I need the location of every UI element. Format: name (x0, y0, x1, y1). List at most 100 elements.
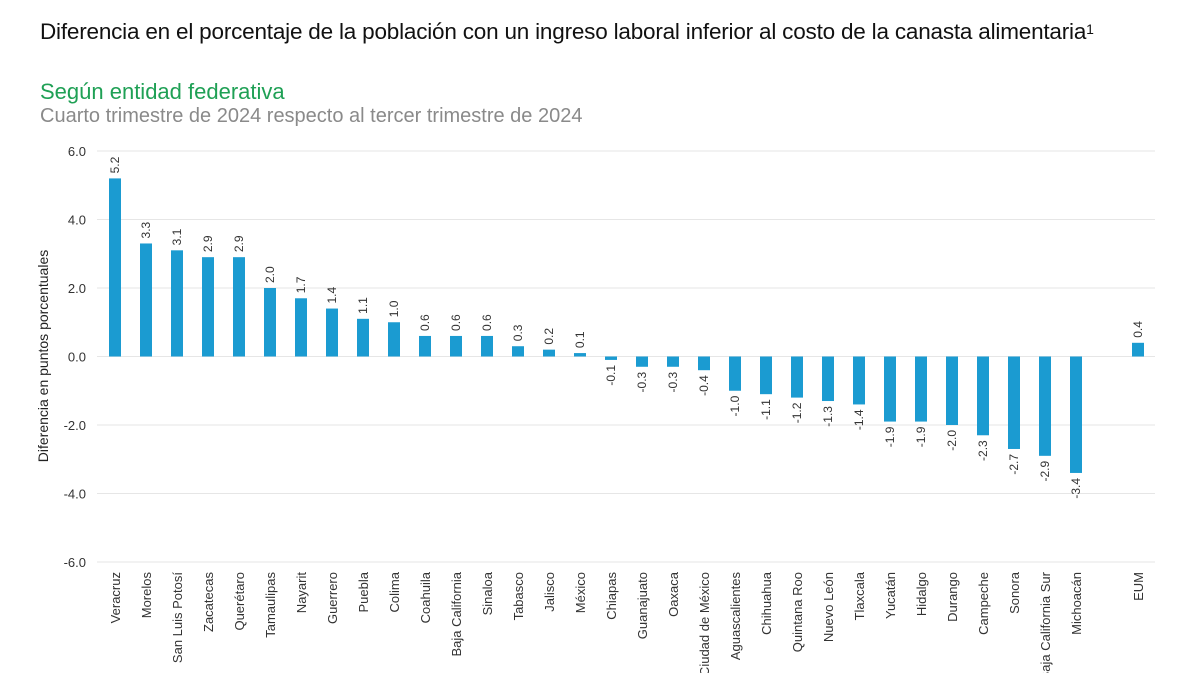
data-label: -2.7 (1007, 454, 1021, 475)
bar (1008, 356, 1020, 449)
data-label: 3.1 (170, 228, 184, 245)
x-tick-label: Zacatecas (201, 572, 216, 632)
bar (1132, 342, 1144, 357)
x-axis: Veracruz Morelos San Luis Potosí Zacatecas Q… (108, 571, 1146, 673)
bar (202, 257, 214, 357)
bar (729, 356, 741, 391)
x-tick-label: Campeche (976, 572, 991, 635)
data-label: 0.3 (511, 324, 525, 341)
x-tick-label: San Luis Potosí (170, 572, 185, 663)
data-label: 0.6 (418, 314, 432, 331)
x-tick-label: Quintana Roo (790, 572, 805, 652)
y-tick-label: -2.0 (64, 418, 86, 433)
bar (605, 356, 617, 360)
data-label: 5.2 (108, 156, 122, 173)
x-tick-label: Puebla (356, 571, 371, 612)
bar (698, 356, 710, 371)
data-label: -1.3 (821, 406, 835, 427)
data-label: 2.0 (263, 266, 277, 283)
y-tick-label: -6.0 (64, 555, 86, 570)
x-tick-label: Jalisco (542, 572, 557, 612)
x-tick-label: Nuevo León (821, 572, 836, 642)
x-tick-label: Sinaloa (480, 571, 495, 615)
data-label: 1.1 (356, 297, 370, 314)
x-tick-label: Nayarit (294, 572, 309, 614)
y-tick-label: 2.0 (68, 281, 86, 296)
bar (853, 356, 865, 405)
bar (791, 356, 803, 398)
x-tick-label: Ciudad de México (697, 572, 712, 673)
x-tick-label: Sonora (1007, 571, 1022, 614)
data-label: -1.2 (790, 402, 804, 423)
data-label: -2.3 (976, 440, 990, 461)
data-label: -0.1 (604, 365, 618, 386)
bar (388, 322, 400, 357)
x-tick-label: Colima (387, 571, 402, 612)
data-label: -1.9 (883, 426, 897, 447)
x-tick-label: EUM (1131, 572, 1146, 601)
bar (1039, 356, 1051, 456)
x-tick-label: Chiapas (604, 572, 619, 620)
bar (419, 335, 431, 357)
data-label: -1.0 (728, 395, 742, 416)
bar (977, 356, 989, 436)
x-tick-label: Tlaxcala (852, 571, 867, 620)
data-label: -1.1 (759, 399, 773, 420)
data-label: -1.9 (914, 426, 928, 447)
bars: 5.2 3.3 3.1 2.9 2.9 2.0 1.7 1.4 1.1 1.0 0.6 0.6 0.6 0… (108, 156, 1145, 498)
bar (760, 356, 772, 395)
bar (326, 308, 338, 357)
bar (295, 298, 307, 357)
gridlines (97, 150, 1155, 563)
bar (357, 318, 369, 357)
data-label: 1.0 (387, 300, 401, 317)
chart-subtitle: Según entidad federativa (40, 79, 285, 104)
bar (667, 356, 679, 367)
bar (140, 243, 152, 357)
x-tick-label: Tabasco (511, 572, 526, 620)
bar (1070, 356, 1082, 473)
data-label: 2.9 (201, 235, 215, 252)
data-label: -2.0 (945, 430, 959, 451)
footnote-marker: 1 (1086, 21, 1094, 37)
x-tick-label: Hidalgo (914, 572, 929, 616)
bar (822, 356, 834, 402)
data-label: 3.3 (139, 221, 153, 238)
bar (264, 288, 276, 357)
x-tick-label: Guerrero (325, 572, 340, 624)
x-tick-label: Oaxaca (666, 571, 681, 617)
x-tick-label: Michoacán (1069, 572, 1084, 635)
data-label: -0.3 (666, 371, 680, 392)
x-tick-label: Querétaro (232, 572, 247, 631)
bar (512, 346, 524, 357)
y-tick-label: 6.0 (68, 144, 86, 159)
bar (574, 353, 586, 357)
x-tick-label: Coahuila (418, 571, 433, 623)
chart-title: Diferencia en el porcentaje de la poblac… (40, 17, 1140, 47)
data-label: 0.6 (480, 314, 494, 331)
x-tick-label: Guanajuato (635, 572, 650, 639)
data-label: -0.4 (697, 375, 711, 396)
x-tick-label: Durango (945, 572, 960, 622)
bar (450, 335, 462, 357)
bar (171, 250, 183, 357)
data-label: 0.1 (573, 331, 587, 348)
x-tick-label: Veracruz (108, 572, 123, 623)
data-label: -1.4 (852, 409, 866, 430)
bar (915, 356, 927, 422)
data-label: 1.7 (294, 276, 308, 293)
data-label: -2.9 (1038, 461, 1052, 482)
data-label: -3.4 (1069, 478, 1083, 499)
bar (636, 356, 648, 367)
y-tick-label: 0.0 (68, 350, 86, 365)
data-label: 1.4 (325, 287, 339, 304)
bar (109, 178, 121, 357)
chart-period: Cuarto trimestre de 2024 respecto al ter… (40, 105, 583, 127)
x-tick-label: Yucatán (883, 572, 898, 619)
bar (884, 356, 896, 422)
data-label: 0.2 (542, 328, 556, 345)
bar (543, 349, 555, 357)
y-axis-label: Diferencia en puntos porcentuales (35, 250, 51, 462)
y-tick-label: 4.0 (68, 213, 86, 228)
